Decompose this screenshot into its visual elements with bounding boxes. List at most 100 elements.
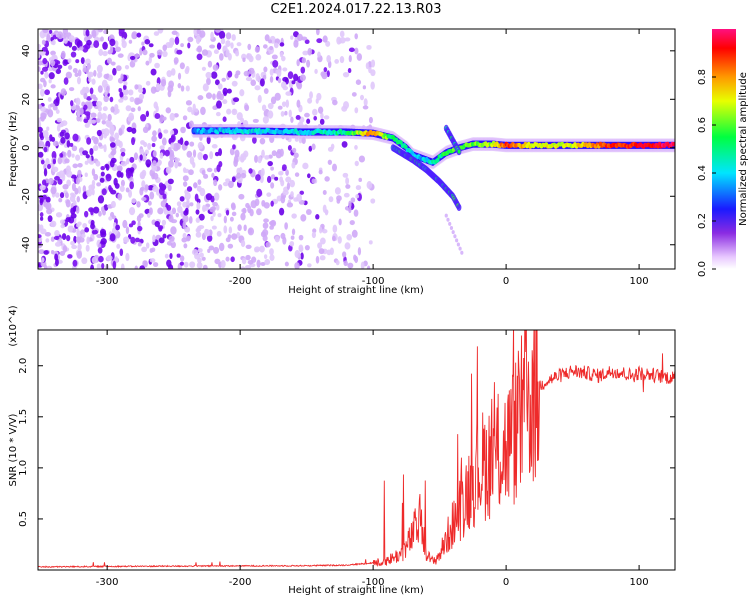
x-tick-label: 0 [503,276,509,287]
noise-blob [160,79,167,87]
noise-blob [109,96,114,103]
noise-blob [114,182,120,189]
noise-blob [318,169,323,175]
x-tick-label: -200 [229,577,252,588]
noise-blob [141,196,147,201]
noise-blob [226,88,232,94]
noise-blob [100,165,105,171]
noise-blob [109,45,114,54]
colorbar-tick-label: 0.2 [697,213,708,229]
noise-blob [201,49,209,56]
noise-blob [187,42,191,49]
noise-blob [40,88,45,97]
noise-blob [39,212,44,218]
noise-blob [231,34,236,41]
noise-blob [342,71,350,78]
noise-blob [227,180,234,189]
noise-blob [41,66,49,72]
noise-blob [97,247,103,254]
noise-blob [75,235,82,243]
noise-blob [91,29,97,39]
y-tick-label: 0.5 [18,511,29,527]
noise-blob [147,142,152,151]
noise-blob [270,174,276,180]
noise-blob [295,115,301,120]
noise-blob [184,191,191,201]
noise-blob [136,201,141,208]
noise-blob [91,168,96,176]
noise-blob [300,252,304,260]
noise-blob [106,255,113,261]
noise-blob [202,264,208,269]
noise-blob [214,29,222,33]
noise-blob [137,225,143,232]
noise-blob [293,73,299,82]
noise-blob [307,173,311,179]
noise-blob [46,265,53,269]
noise-blob [164,253,169,259]
noise-blob [195,35,201,45]
noise-blob [294,262,300,269]
noise-blob [50,50,56,56]
noise-blob [144,39,151,45]
spectrogram-y-label: Frequency (Hz) [8,111,19,187]
x-tick-label: -300 [96,577,119,588]
noise-blob [93,70,97,77]
noise-blob [213,167,218,173]
noise-blob [88,207,94,213]
noise-blob [75,205,80,214]
noise-blob [82,67,87,73]
noise-blob [285,169,289,176]
noise-blob [103,132,108,139]
noise-blob [142,49,148,56]
noise-blob [38,141,45,146]
snr-x-ticks: -300 -200 -100 0 100 [96,330,649,588]
noise-blob [279,51,284,58]
noise-blob [332,224,338,233]
noise-blob [144,149,149,155]
noise-blob [75,154,81,161]
noise-blob [93,96,98,102]
noise-blob [182,215,189,223]
noise-blob [86,189,93,197]
noise-blob [278,171,284,176]
noise-blob [250,79,257,87]
noise-blob [362,85,367,90]
noise-blob [142,126,149,134]
noise-blob [108,216,113,221]
noise-blob [71,45,77,51]
noise-blob [90,264,95,269]
noise-blob [91,229,99,235]
noise-blob [98,255,104,263]
noise-blob [243,224,247,232]
noise-blob [51,54,56,60]
noise-blob [43,250,49,255]
snr-y-label: SNR (10 * V/V) [8,413,19,486]
noise-blob [267,160,273,167]
noise-blob [59,131,65,137]
noise-blob [44,89,50,96]
noise-blob [209,206,216,213]
noise-blob [211,225,217,230]
x-tick-label: -300 [96,276,119,287]
noise-blob [48,72,55,80]
noise-blob [152,160,157,167]
noise-blob [77,69,82,77]
noise-blob [64,132,70,140]
noise-blob [210,215,214,222]
noise-blob [247,227,255,236]
noise-blob [319,255,326,261]
noise-blob [129,156,135,163]
noise-blob [79,107,84,116]
noise-blob [276,195,282,202]
noise-blob [118,128,123,136]
noise-blob [131,137,136,146]
noise-blob [101,79,108,88]
noise-blob [115,224,121,231]
noise-blob [196,202,201,210]
noise-blob [151,247,156,253]
noise-blob [41,179,47,186]
noise-blob [134,84,139,90]
noise-blob [109,38,116,47]
noise-blob [75,59,80,64]
